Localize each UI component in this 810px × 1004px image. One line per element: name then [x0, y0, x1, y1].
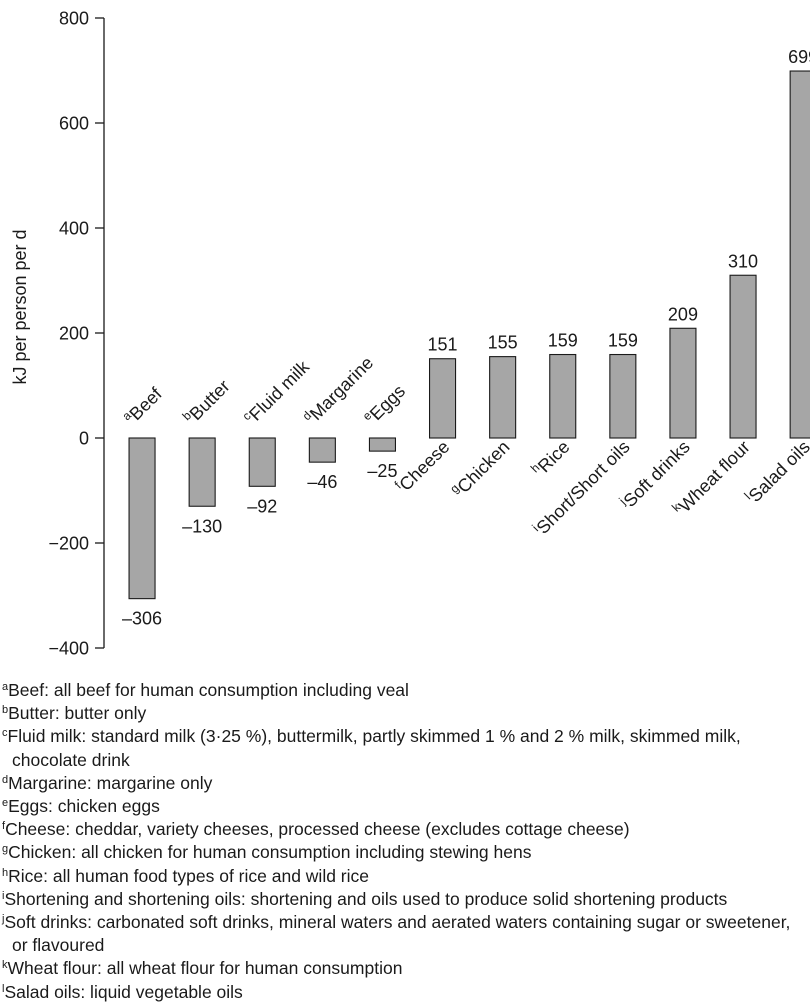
footnote: cFluid milk: standard milk (3·25 %), but…: [2, 725, 807, 771]
bar-value-label: 151: [428, 335, 458, 355]
category-name: Cheese: [395, 437, 453, 495]
category-text: eEggs: [360, 380, 409, 429]
category-text: bButter: [179, 375, 233, 429]
bar-value-label: 699: [788, 47, 810, 67]
footnote-list: aBeef: all beef for human consumption in…: [2, 679, 807, 1004]
y-tick-label: 600: [59, 114, 89, 134]
category-label: hRice: [528, 435, 574, 481]
bar: [549, 353, 577, 439]
bar-value-label: –25: [367, 461, 397, 481]
footnote-text: Soft drinks: carbonated soft drinks, min…: [4, 912, 791, 956]
footnote-text: Wheat flour: all wheat flour for human c…: [7, 958, 403, 979]
y-axis-title: kJ per person per d: [10, 229, 30, 384]
footnote-text: Margarine: margarine only: [8, 772, 213, 793]
category-marker: l: [741, 490, 753, 502]
category-label: eEggs: [360, 380, 409, 429]
bar: [609, 353, 637, 439]
y-tick-label: −400: [48, 639, 89, 659]
footnote-marker: a: [2, 681, 9, 693]
footnote: iShortening and shortening oils: shorten…: [2, 888, 807, 911]
bar-value-label: 159: [548, 331, 578, 351]
bar-value-label: 159: [608, 331, 638, 351]
footnote-text: Chicken: all chicken for human consumpti…: [8, 842, 532, 863]
footnote-marker: c: [2, 727, 8, 740]
footnote-text: Fluid milk: standard milk (3·25 %), butt…: [7, 726, 741, 770]
bar-value-label: 155: [488, 333, 518, 353]
y-axis: −400 −200 0 200 400 600 800: [48, 9, 105, 659]
footnote-text: Eggs: chicken eggs: [8, 796, 160, 817]
category-label: bButter: [179, 375, 233, 429]
category-label: fCheese: [392, 435, 454, 497]
footnote-text: Cheese: cheddar, variety cheeses, proces…: [5, 819, 630, 840]
footnote: aBeef: all beef for human consumption in…: [2, 679, 807, 702]
bar-chart: −400 −200 0 200 400 600 800 –306 aBeef –130 bButt…: [10, 9, 810, 659]
footnote-marker: h: [2, 866, 9, 879]
bar: [368, 437, 397, 452]
y-tick-label: 800: [59, 9, 89, 29]
footnote-marker: d: [2, 773, 9, 786]
bar-value-label: 209: [668, 304, 698, 324]
category-text: lSalad oils: [741, 435, 810, 508]
footnote: hRice: all human food types of rice and …: [2, 865, 807, 888]
bar-value-label: 310: [728, 251, 758, 271]
category-text: gChicken: [447, 435, 513, 501]
bar-value-label: –306: [122, 609, 162, 629]
footnote: gChicken: all chicken for human consumpt…: [2, 841, 807, 864]
bar: [789, 70, 810, 439]
y-tick-label: 200: [59, 324, 89, 344]
category-label: cFluid milk: [240, 355, 314, 429]
footnote: bButter: butter only: [2, 702, 807, 725]
y-tick-label: 400: [59, 219, 89, 239]
category-name: Chicken: [453, 437, 513, 497]
footnote-marker: e: [2, 797, 9, 810]
category-text: hRice: [528, 435, 574, 481]
category-text: cFluid milk: [240, 355, 314, 429]
category-text: aBeef: [119, 382, 166, 429]
footnote: jSoft drinks: carbonated soft drinks, mi…: [2, 911, 807, 957]
category-name: Eggs: [366, 381, 409, 424]
footnote-text: Butter: butter only: [8, 703, 147, 724]
bar-value-label: –130: [182, 516, 222, 536]
footnote-text: Rice: all human food types of rice and w…: [8, 865, 369, 886]
footnote: fCheese: cheddar, variety cheeses, proce…: [2, 818, 807, 841]
footnote-marker: i: [2, 889, 5, 902]
footnote-text: Salad oils: liquid vegetable oils: [4, 981, 243, 1002]
y-tick-label: 0: [79, 429, 89, 449]
footnote-marker: b: [2, 704, 9, 717]
bar: [729, 274, 757, 439]
footnote: lSalad oils: liquid vegetable oils: [2, 981, 807, 1004]
bars: [128, 70, 810, 600]
category-label: aBeef: [119, 382, 166, 429]
bar-value-label: –46: [307, 472, 337, 492]
category-label: lSalad oils: [741, 435, 810, 508]
category-name: Butter: [186, 376, 234, 424]
category-marker: i: [529, 522, 541, 534]
bar: [428, 358, 457, 439]
footnote: dMargarine: margarine only: [2, 772, 807, 795]
footnote: kWheat flour: all wheat flour for human …: [2, 957, 807, 980]
bar: [489, 356, 517, 439]
bar: [248, 437, 276, 487]
footnote: eEggs: chicken eggs: [2, 795, 807, 818]
bar: [308, 437, 336, 463]
category-text: fCheese: [392, 435, 454, 497]
category-name: Salad oils: [745, 437, 810, 506]
y-tick-label: −200: [48, 534, 89, 554]
category-label: gChicken: [447, 435, 513, 501]
bar: [128, 437, 156, 600]
footnote-text: Beef: all beef for human consumption inc…: [8, 680, 409, 700]
footnote-marker: g: [2, 843, 9, 856]
bar-value-label: –92: [247, 496, 277, 516]
bar: [188, 437, 216, 507]
bar: [669, 327, 697, 439]
footnote-marker: f: [2, 820, 6, 833]
